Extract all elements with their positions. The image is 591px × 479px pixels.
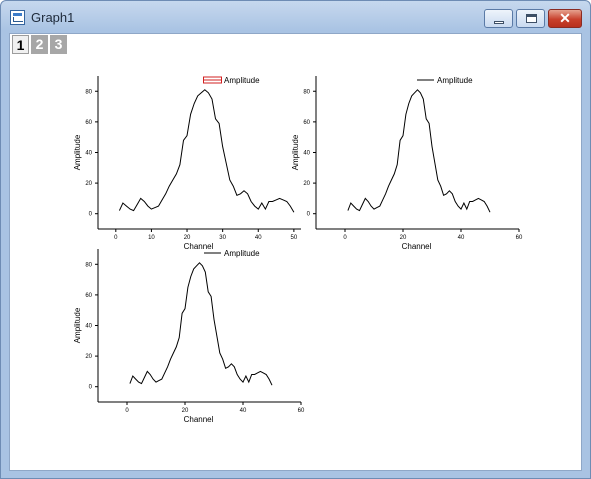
graph-page[interactable]: 1 2 3 0 20 40 60 80 0 10 20 30 40 50 Channel Amplitu… xyxy=(9,33,582,471)
minimize-button[interactable] xyxy=(484,9,513,28)
window-title: Graph1 xyxy=(31,10,75,25)
x-tick-label: 0 xyxy=(343,235,347,241)
x-axis-title: Channel xyxy=(184,242,214,251)
y-axis-title: Amplitude xyxy=(73,134,82,170)
graph-window-icon[interactable] xyxy=(10,10,25,25)
legend-label[interactable]: Amplitude xyxy=(224,249,260,258)
y-tick-label: 40 xyxy=(85,324,92,330)
y-axis-title: Amplitude xyxy=(291,134,300,170)
x-tick-label: 20 xyxy=(182,408,189,414)
x-tick-label: 20 xyxy=(400,235,407,241)
chart-layer-1[interactable]: 0 20 40 60 80 0 10 20 30 40 50 Channel Amplitude Ampl… xyxy=(73,76,301,251)
x-tick-label: 20 xyxy=(184,235,191,241)
y-tick-label: 60 xyxy=(303,120,310,126)
chart-layer-2[interactable]: 0 20 40 60 80 0 20 40 60 Channel Amplitude Amplitud… xyxy=(291,76,523,251)
series-line-amplitude[interactable] xyxy=(118,89,295,213)
x-axis-title: Channel xyxy=(184,415,214,424)
minimize-icon xyxy=(494,21,504,24)
x-axis-title: Channel xyxy=(402,242,432,251)
close-button[interactable]: ✕ xyxy=(548,9,582,28)
layer-tab-3[interactable]: 3 xyxy=(50,35,67,54)
x-tick-label: 40 xyxy=(458,235,465,241)
maximize-button[interactable] xyxy=(516,9,545,28)
legend-label[interactable]: Amplitude xyxy=(224,76,260,85)
x-tick-label: 60 xyxy=(516,235,523,241)
y-tick-label: 20 xyxy=(85,354,92,360)
y-tick-label: 20 xyxy=(85,181,92,187)
close-icon: ✕ xyxy=(559,10,571,26)
legend-selection-box[interactable] xyxy=(203,76,222,84)
y-tick-label: 0 xyxy=(89,212,93,218)
series-line-amplitude[interactable] xyxy=(129,262,273,386)
y-tick-label: 40 xyxy=(85,151,92,157)
y-axis-title: Amplitude xyxy=(73,307,82,343)
maximize-icon xyxy=(526,14,537,23)
x-tick-label: 0 xyxy=(114,235,118,241)
y-tick-label: 60 xyxy=(85,293,92,299)
x-tick-label: 30 xyxy=(219,235,226,241)
series-line-amplitude[interactable] xyxy=(347,89,491,213)
y-tick-label: 20 xyxy=(303,181,310,187)
title-bar[interactable]: Graph1 ✕ xyxy=(1,1,590,33)
y-tick-label: 60 xyxy=(85,120,92,126)
y-tick-label: 40 xyxy=(303,151,310,157)
y-tick-label: 80 xyxy=(85,89,92,95)
y-tick-label: 0 xyxy=(89,385,93,391)
layer-tab-2[interactable]: 2 xyxy=(31,35,48,54)
legend-label[interactable]: Amplitude xyxy=(437,76,473,85)
y-tick-label: 80 xyxy=(303,89,310,95)
layer-tab-1[interactable]: 1 xyxy=(12,35,29,54)
x-tick-label: 40 xyxy=(240,408,247,414)
y-tick-label: 0 xyxy=(307,212,311,218)
x-tick-label: 40 xyxy=(255,235,262,241)
x-tick-label: 50 xyxy=(291,235,298,241)
x-tick-label: 60 xyxy=(298,408,305,414)
x-tick-label: 10 xyxy=(148,235,155,241)
chart-layer-3[interactable]: 0 20 40 60 80 0 20 40 60 Channel Amplitude Amplitud… xyxy=(73,249,305,424)
y-tick-label: 80 xyxy=(85,262,92,268)
x-tick-label: 0 xyxy=(125,408,129,414)
